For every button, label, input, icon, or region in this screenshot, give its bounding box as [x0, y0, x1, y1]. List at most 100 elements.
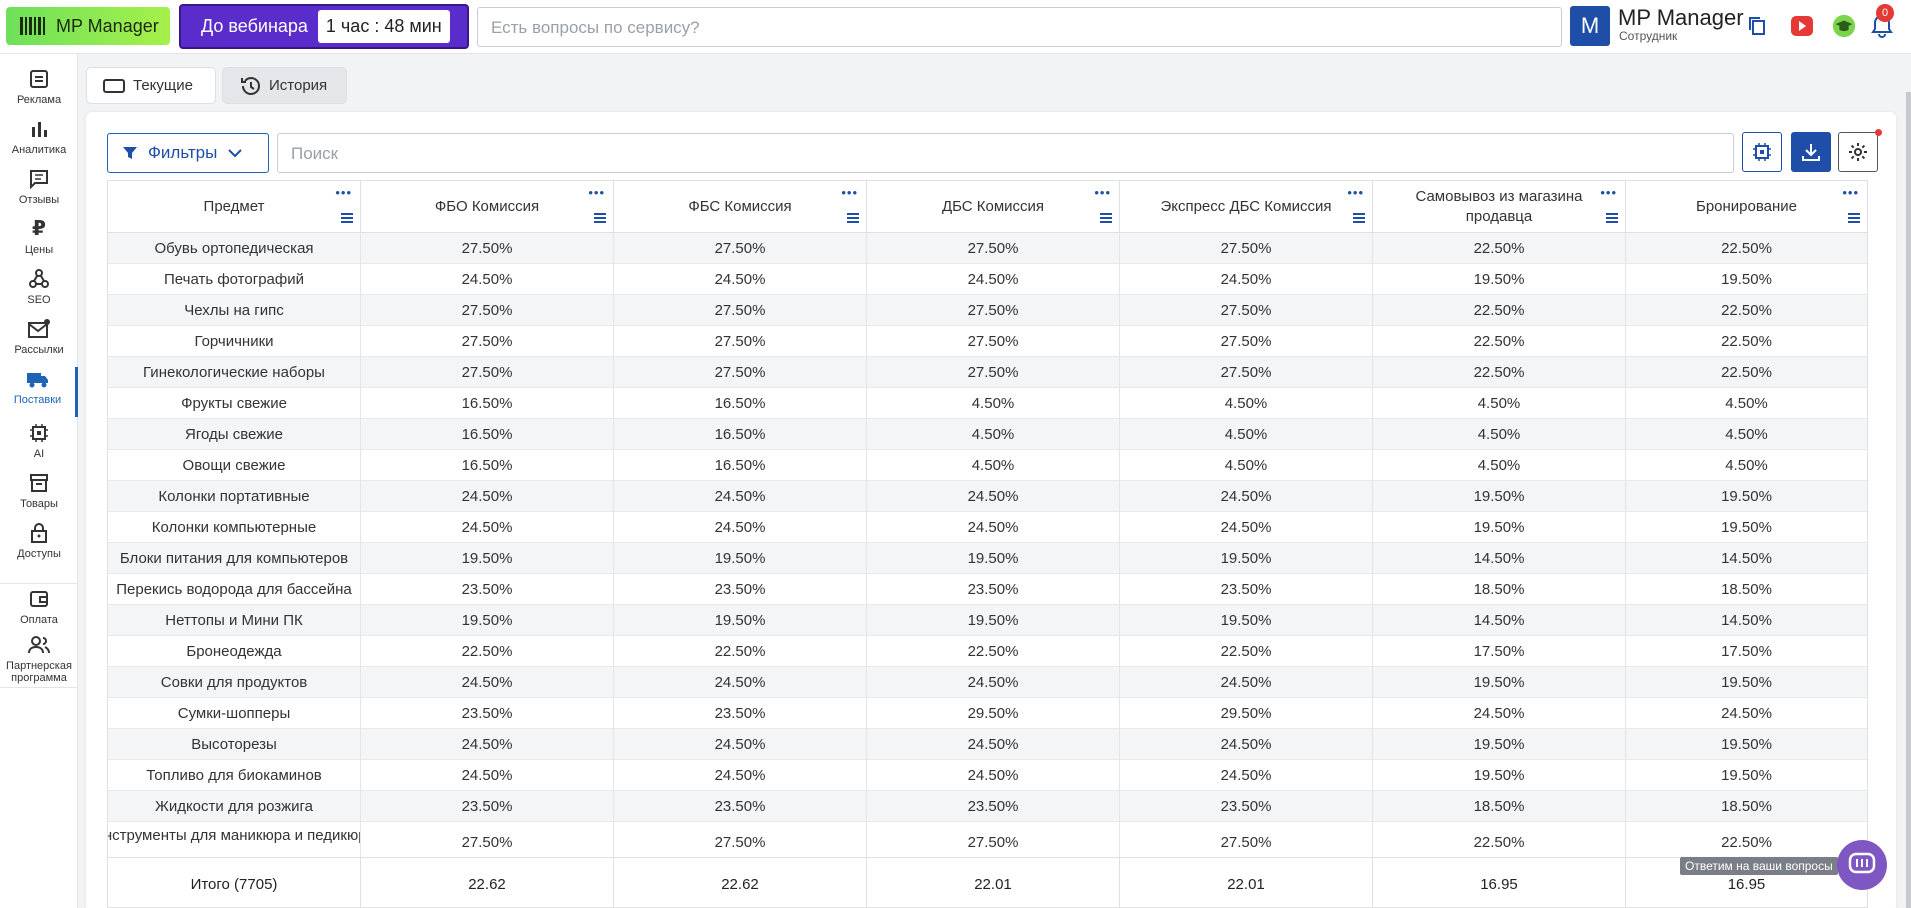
- commission-cell: 4.50%: [1373, 419, 1626, 450]
- table-row[interactable]: Высоторезы 24.50% 24.50% 24.50% 24.50% 19.50%…: [108, 729, 1867, 760]
- table-row[interactable]: Обувь ортопедическая 27.50% 27.50% 27.50% 27…: [108, 233, 1867, 264]
- table-row[interactable]: Овощи свежие 16.50% 16.50% 4.50% 4.50% 4.50% 4…: [108, 450, 1867, 481]
- page-scrollbar[interactable]: [1906, 92, 1911, 908]
- commission-cell: 27.50%: [1120, 233, 1373, 264]
- commission-table: Предмет ••• ФБО Комиссия ••• ФБС Комиссия •••…: [107, 180, 1868, 908]
- chevron-down-icon: [228, 149, 243, 158]
- sidebar-item-reviews[interactable]: Отзывы: [0, 167, 78, 213]
- table-row[interactable]: Топливо для биокаминов 24.50% 24.50% 24.50%…: [108, 760, 1867, 791]
- column-menu-icon[interactable]: [594, 213, 606, 223]
- commission-cell: 23.50%: [361, 574, 614, 605]
- table-row[interactable]: Бронеодежда 22.50% 22.50% 22.50% 22.50% 17.50…: [108, 636, 1867, 667]
- commission-cell: 17.50%: [1373, 636, 1626, 667]
- ai-button[interactable]: [1742, 132, 1782, 172]
- subject-cell: Высоторезы: [108, 729, 361, 760]
- sidebar-item-analytics[interactable]: Аналитика: [0, 117, 78, 163]
- table-row[interactable]: Неттопы и Мини ПК 19.50% 19.50% 19.50% 19.50…: [108, 605, 1867, 636]
- column-menu-icon[interactable]: [847, 213, 859, 223]
- table-row[interactable]: Гинекологические наборы 27.50% 27.50% 27.50…: [108, 357, 1867, 388]
- column-menu-icon[interactable]: [1353, 213, 1365, 223]
- settings-button[interactable]: [1838, 132, 1878, 172]
- column-options-icon[interactable]: •••: [335, 185, 352, 200]
- help-search-input[interactable]: Есть вопросы по сервису?: [477, 7, 1562, 47]
- column-menu-icon[interactable]: [341, 213, 353, 223]
- table-row[interactable]: Горчичники 27.50% 27.50% 27.50% 27.50% 22.50%…: [108, 326, 1867, 357]
- copy-icon[interactable]: [1745, 14, 1769, 38]
- column-menu-icon[interactable]: [1100, 213, 1112, 223]
- logo-button[interactable]: MP Manager: [6, 7, 170, 45]
- sidebar-item-ai[interactable]: AI: [0, 421, 78, 467]
- table-row[interactable]: Блоки питания для компьютеров 19.50% 19.50…: [108, 543, 1867, 574]
- table-row[interactable]: Фрукты свежие 16.50% 16.50% 4.50% 4.50% 4.50%…: [108, 388, 1867, 419]
- table-row[interactable]: Колонки портативные 24.50% 24.50% 24.50% 24.…: [108, 481, 1867, 512]
- column-header[interactable]: Экспресс ДБС Комиссия •••: [1120, 181, 1373, 233]
- table-row[interactable]: Сумки-шопперы 23.50% 23.50% 29.50% 29.50% 24.…: [108, 698, 1867, 729]
- subject-cell: Обувь ортопедическая: [108, 233, 361, 264]
- column-header[interactable]: Предмет •••: [108, 181, 361, 233]
- table-row[interactable]: Жидкости для розжига 23.50% 23.50% 23.50% 23…: [108, 791, 1867, 822]
- commission-cell: 19.50%: [614, 605, 867, 636]
- column-options-icon[interactable]: •••: [588, 185, 605, 200]
- column-options-icon[interactable]: •••: [1347, 185, 1364, 200]
- table-row[interactable]: Чехлы на гипс 27.50% 27.50% 27.50% 27.50% 22.…: [108, 295, 1867, 326]
- commission-cell: 27.50%: [361, 357, 614, 388]
- column-menu-icon[interactable]: [1848, 213, 1860, 223]
- filters-button[interactable]: Фильтры: [107, 133, 269, 173]
- download-button[interactable]: [1791, 132, 1831, 172]
- subject-cell: Ягоды свежие: [108, 419, 361, 450]
- commission-cell: 14.50%: [1373, 543, 1626, 574]
- column-options-icon[interactable]: •••: [841, 185, 858, 200]
- column-header[interactable]: Самовывоз из магазина продавца •••: [1373, 181, 1626, 233]
- commission-cell: 19.50%: [1373, 264, 1626, 295]
- commission-cell: 27.50%: [867, 326, 1120, 357]
- table-row[interactable]: Совки для продуктов 24.50% 24.50% 24.50% 24.…: [108, 667, 1867, 698]
- subject-cell: Бронеодежда: [108, 636, 361, 667]
- graduation-cap-icon[interactable]: [1832, 14, 1856, 38]
- column-header-label: ФБО Комиссия: [434, 198, 540, 215]
- sidebar-item-prices[interactable]: ₽ Цены: [0, 217, 78, 263]
- commission-cell: 14.50%: [1626, 543, 1867, 574]
- column-menu-icon[interactable]: [1606, 213, 1618, 223]
- commission-cell: 24.50%: [614, 512, 867, 543]
- sidebar-item-partners[interactable]: Партнерская программа: [0, 633, 78, 685]
- table-row[interactable]: Инструменты для маникюра и педикюра27.50…: [108, 822, 1867, 862]
- table-row[interactable]: Перекись водорода для бассейна 23.50% 23.5…: [108, 574, 1867, 605]
- webinar-countdown[interactable]: До вебинара 1 час : 48 мин: [179, 4, 469, 49]
- user-role: Сотрудник: [1619, 29, 1678, 43]
- commission-cell: 19.50%: [1373, 760, 1626, 791]
- sidebar-item-products[interactable]: Товары: [0, 471, 78, 517]
- sidebar-item-access[interactable]: Доступы: [0, 521, 78, 567]
- commission-cell: 4.50%: [1120, 419, 1373, 450]
- column-header[interactable]: ДБС Комиссия •••: [867, 181, 1120, 233]
- truck-icon: [26, 367, 50, 391]
- commission-cell: 23.50%: [614, 698, 867, 729]
- chat-button[interactable]: [1837, 840, 1887, 890]
- sidebar-item-payment[interactable]: Оплата: [0, 587, 78, 633]
- table-row[interactable]: Ягоды свежие 16.50% 16.50% 4.50% 4.50% 4.50% 4…: [108, 419, 1867, 450]
- video-icon[interactable]: [1790, 14, 1814, 38]
- commission-cell: 24.50%: [361, 667, 614, 698]
- sidebar-item-label: Рассылки: [14, 344, 64, 356]
- sidebar-item-supplies[interactable]: Поставки: [0, 367, 78, 417]
- column-header[interactable]: Бронирование •••: [1626, 181, 1867, 233]
- sidebar-item-ads[interactable]: Реклама: [0, 67, 78, 113]
- sidebar-item-mailings[interactable]: Рассылки: [0, 317, 78, 363]
- commission-cell: 4.50%: [867, 388, 1120, 419]
- commission-cell: 24.50%: [1120, 667, 1373, 698]
- column-header[interactable]: ФБО Комиссия •••: [361, 181, 614, 233]
- tab-history[interactable]: История: [222, 67, 347, 104]
- table-row[interactable]: Колонки компьютерные 24.50% 24.50% 24.50% 24…: [108, 512, 1867, 543]
- table-search-input[interactable]: Поиск: [277, 133, 1734, 173]
- column-options-icon[interactable]: •••: [1842, 185, 1859, 200]
- column-options-icon[interactable]: •••: [1600, 185, 1617, 200]
- commission-cell: 23.50%: [867, 791, 1120, 822]
- tab-current[interactable]: Текущие: [86, 67, 216, 104]
- column-header[interactable]: ФБС Комиссия •••: [614, 181, 867, 233]
- column-header-label: ФБС Комиссия: [688, 198, 792, 215]
- column-options-icon[interactable]: •••: [1094, 185, 1111, 200]
- avatar[interactable]: M: [1570, 6, 1610, 46]
- table-row[interactable]: Печать фотографий 24.50% 24.50% 24.50% 24.50…: [108, 264, 1867, 295]
- sidebar: Реклама Аналитика Отзывы ₽ Цены SEO Расс…: [0, 54, 78, 908]
- sidebar-item-seo[interactable]: SEO: [0, 267, 78, 313]
- commission-cell: 27.50%: [614, 357, 867, 388]
